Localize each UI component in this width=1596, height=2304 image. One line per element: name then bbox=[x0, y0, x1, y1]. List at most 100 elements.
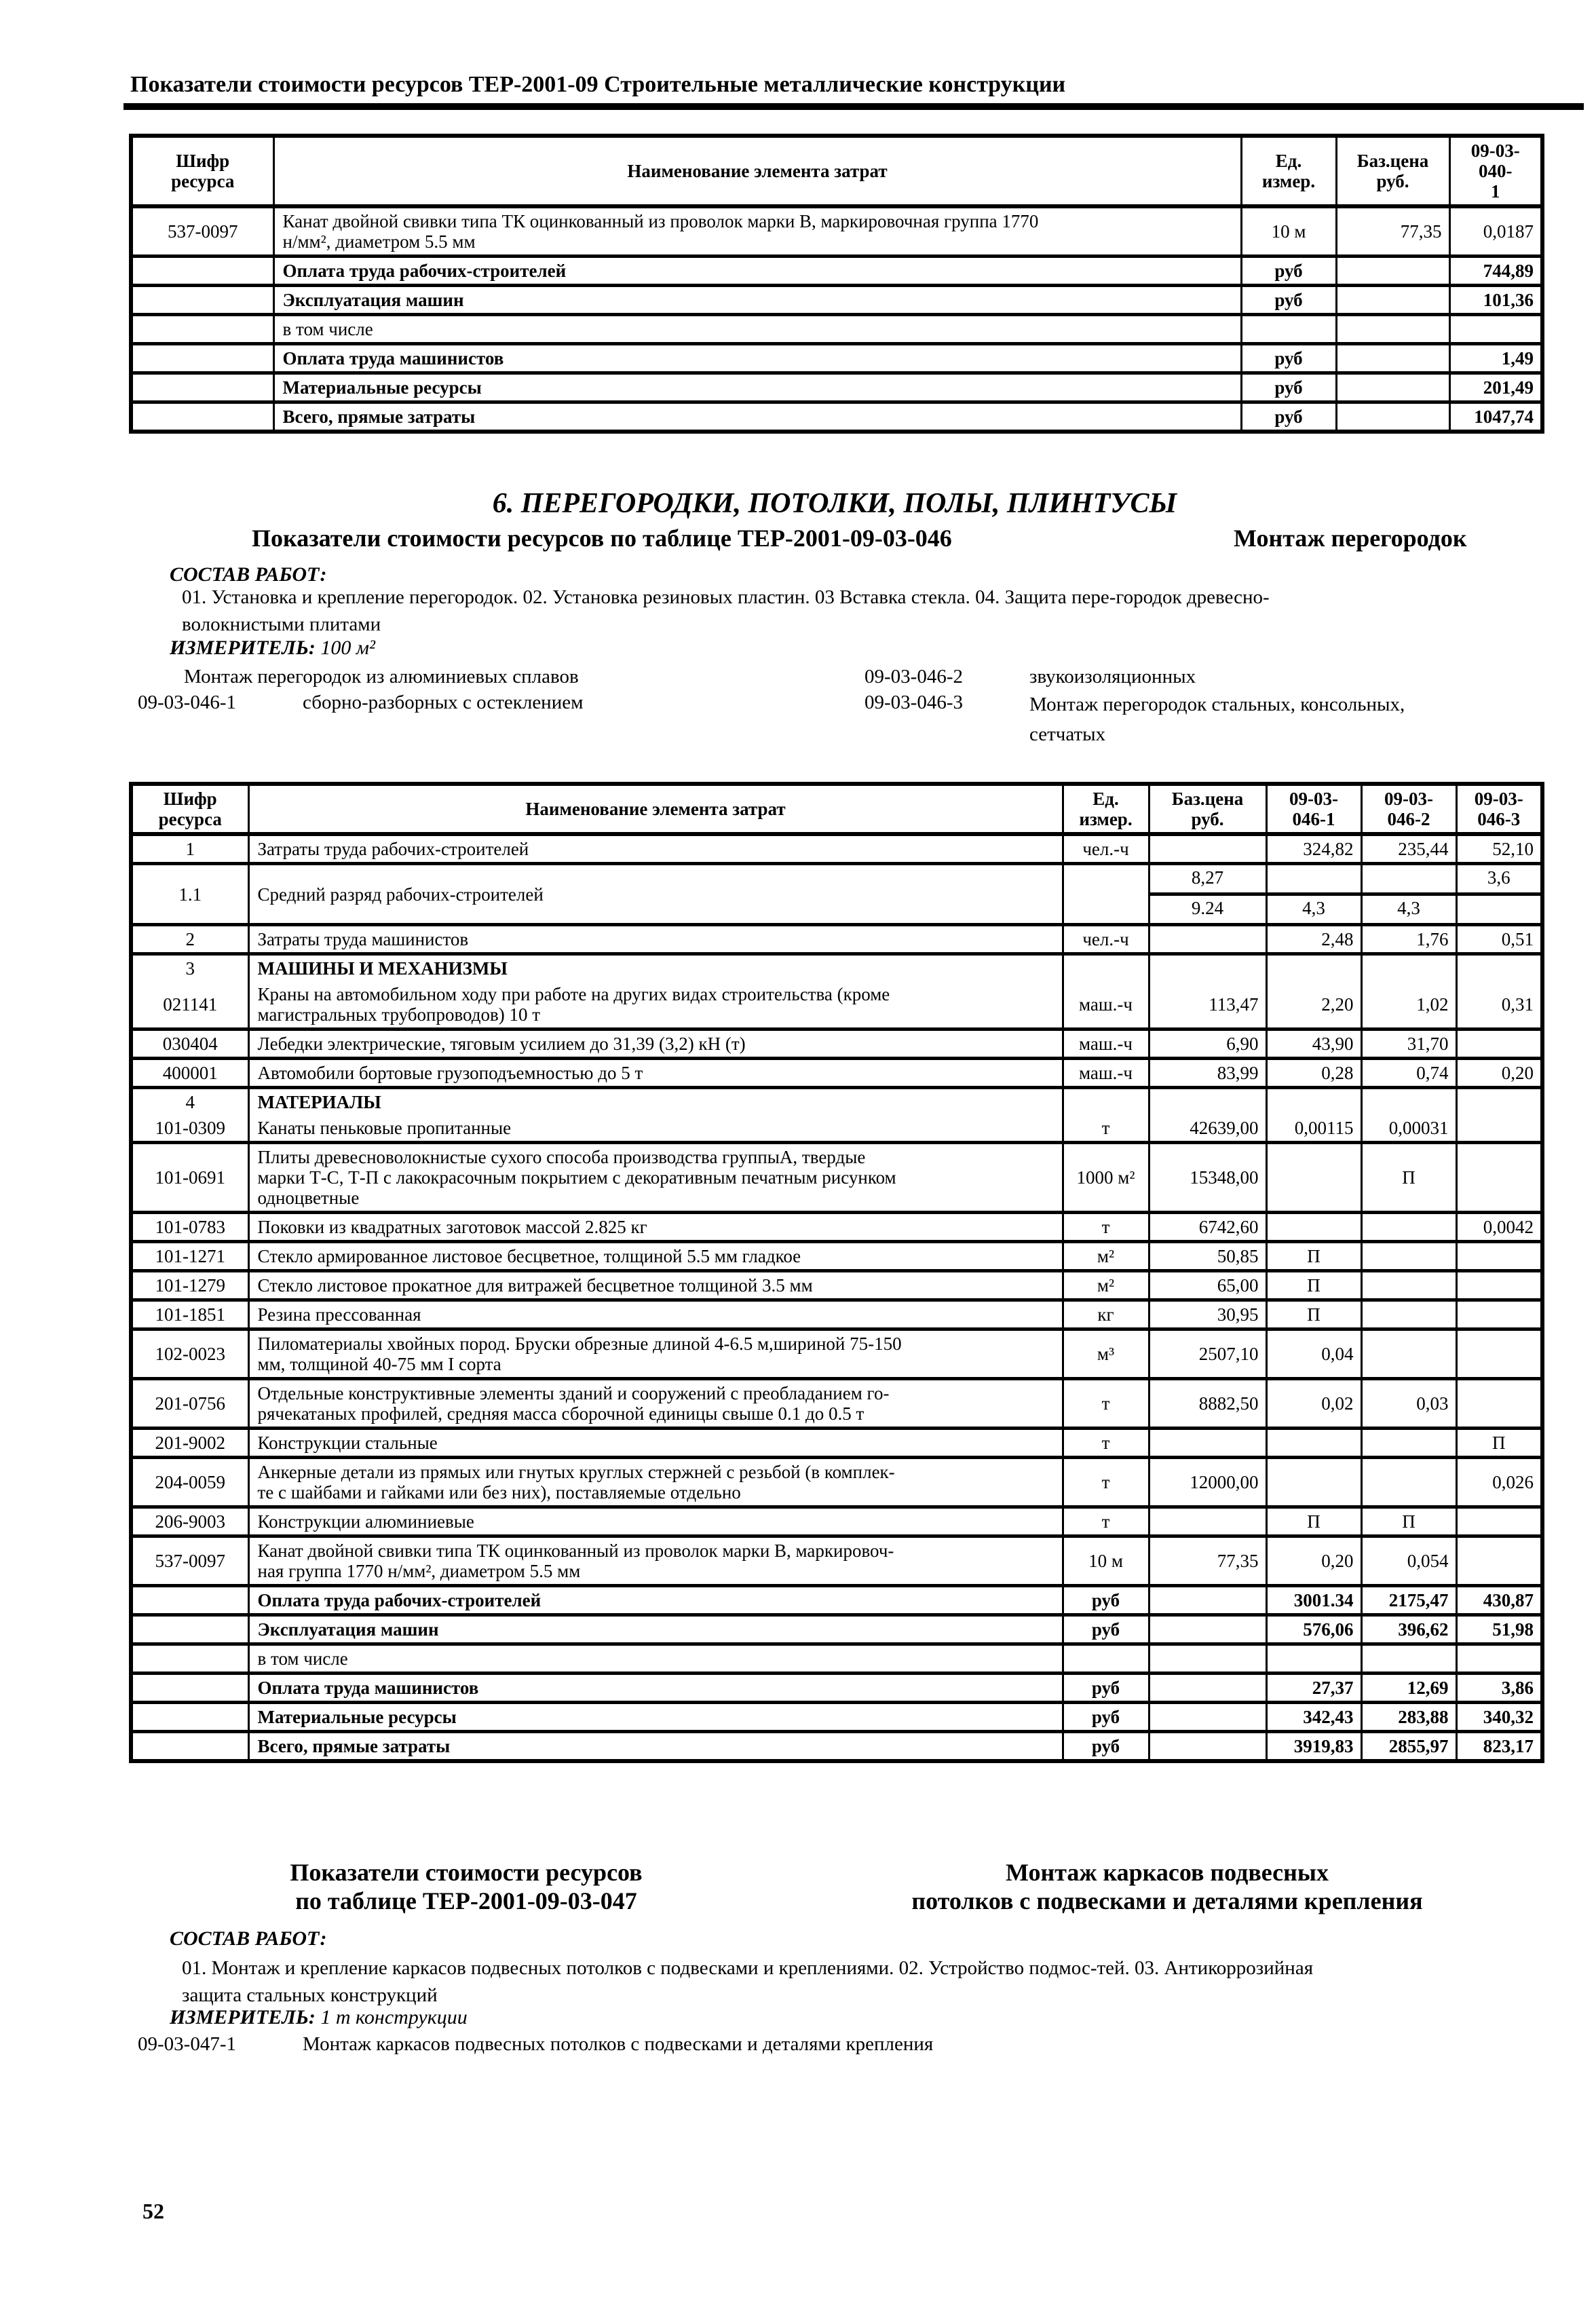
table-row: 101-1279 Стекло листовое прокатное для ви… bbox=[130, 1269, 1544, 1302]
table-row: Оплата труда рабочих-строителей руб 744,89 bbox=[130, 254, 1544, 287]
cell-resource-code: 400001 bbox=[130, 1057, 250, 1089]
cell-value bbox=[1455, 1269, 1544, 1302]
cell-value: П bbox=[1265, 1240, 1363, 1272]
cell-name: Материальные ресурсы bbox=[272, 371, 1242, 404]
cell-value: 0,03 bbox=[1360, 1377, 1458, 1430]
table-row: 4 МАТЕРИАЛЫ bbox=[130, 1086, 1544, 1115]
table-header-row: Шифр ресурса Наименование элемента затрат… bbox=[130, 782, 1544, 836]
table-047-name: Монтаж каркасов подвесных потолков с под… bbox=[911, 1859, 1423, 1914]
table-row: 101-1851 Резина прессованная кг 30,95 П bbox=[130, 1298, 1544, 1331]
cell-name: МАШИНЫ И МЕХАНИЗМЫ bbox=[247, 952, 1064, 981]
cell-value bbox=[1455, 952, 1544, 981]
cell-value: П bbox=[1360, 1141, 1458, 1214]
cell-value: 8882,50 bbox=[1147, 1377, 1268, 1430]
cell-unit: чел.-ч bbox=[1061, 832, 1150, 865]
izmeritel-value: 1 т конструкции bbox=[320, 2006, 468, 2028]
cell-split-value: 3,6 bbox=[1455, 862, 1544, 926]
cell-value: 324,82 bbox=[1265, 832, 1363, 865]
table-046-subtitle: Показатели стоимости ресурсов по таблице… bbox=[252, 525, 952, 552]
cell-name: Краны на автомобильном ходу при работе н… bbox=[247, 981, 1064, 1031]
cell-value bbox=[1147, 1086, 1268, 1115]
cell-name: Канаты пеньковые пропитанные bbox=[247, 1115, 1064, 1144]
table-row: 1.1 Средний разряд рабочих-строителей 8,27… bbox=[130, 862, 1544, 926]
cell-resource-code: 030404 bbox=[130, 1027, 250, 1060]
cell-name: Всего, прямые затраты bbox=[272, 400, 1242, 434]
table-row: 101-0691 Плиты древесноволокнистые сухого… bbox=[130, 1141, 1544, 1214]
table-row: Оплата труда машинистов руб 1,49 bbox=[130, 342, 1544, 375]
cell-value: 65,00 bbox=[1147, 1269, 1268, 1302]
cell-value: 6,90 bbox=[1147, 1027, 1268, 1060]
cell-value bbox=[1455, 1298, 1544, 1331]
cell-unit: т bbox=[1061, 1505, 1150, 1538]
cell-value bbox=[1335, 371, 1451, 404]
cell-resource-code bbox=[130, 342, 275, 375]
cell-resource-code bbox=[130, 1613, 250, 1646]
cell-value bbox=[1147, 1642, 1268, 1675]
cell-resource-code bbox=[130, 1584, 250, 1617]
cell-name: в том числе bbox=[272, 313, 1242, 345]
cell-value: 0,054 bbox=[1360, 1534, 1458, 1587]
cell-value: 823,17 bbox=[1455, 1730, 1544, 1763]
cell-value: 12,69 bbox=[1360, 1672, 1458, 1704]
cell-value bbox=[1455, 1377, 1544, 1430]
cell-unit bbox=[1240, 313, 1337, 345]
cell-value bbox=[1455, 1115, 1544, 1144]
cell-resource-code: 201-0756 bbox=[130, 1377, 250, 1430]
column-header: Баз.цена руб. bbox=[1335, 134, 1451, 208]
cell-name: Лебедки электрические, тяговым усилием д… bbox=[247, 1027, 1064, 1060]
table-row: 101-0309 Канаты пеньковые пропитанные т 426… bbox=[130, 1115, 1544, 1144]
cell-value: 0,28 bbox=[1265, 1057, 1363, 1089]
table-row: 537-0097 Канат двойной свивки типа ТК оци… bbox=[130, 1534, 1544, 1587]
cell-value: 42639,00 bbox=[1147, 1115, 1268, 1144]
cell-value bbox=[1265, 1456, 1363, 1509]
cell-unit: руб bbox=[1061, 1613, 1150, 1646]
table-row: 537-0097 Канат двойной свивки типа ТК оци… bbox=[130, 204, 1544, 258]
cell-value: 1,49 bbox=[1448, 342, 1544, 375]
cell-value: 3,86 bbox=[1455, 1672, 1544, 1704]
cell-resource-code: 101-0691 bbox=[130, 1141, 250, 1214]
sostav-rabot-label-046: СОСТАВ РАБОТ: bbox=[170, 563, 327, 586]
cell-unit: 10 м bbox=[1240, 204, 1337, 258]
cell-name: Конструкции алюминиевые bbox=[247, 1505, 1064, 1538]
cell-name: Стекло армированное листовое бесцветное,… bbox=[247, 1240, 1064, 1272]
cell-name: Оплата труда машинистов bbox=[272, 342, 1242, 375]
cell-unit: руб bbox=[1061, 1730, 1150, 1763]
izmeritel-value: 100 м² bbox=[320, 637, 376, 659]
cell-value: 1,02 bbox=[1360, 981, 1458, 1031]
cell-unit: 10 м bbox=[1061, 1534, 1150, 1587]
cell-value: 0,51 bbox=[1455, 923, 1544, 956]
cell-resource-code: 101-1279 bbox=[130, 1269, 250, 1302]
cell-name: Оплата труда машинистов bbox=[247, 1672, 1064, 1704]
cell-value: 430,87 bbox=[1455, 1584, 1544, 1617]
izmeritel-label: ИЗМЕРИТЕЛЬ: bbox=[170, 2006, 316, 2028]
cell-resource-code bbox=[130, 1730, 250, 1763]
cell-value: 51,98 bbox=[1455, 1613, 1544, 1646]
cell-value: 396,62 bbox=[1360, 1613, 1458, 1646]
cell-value: 0,20 bbox=[1455, 1057, 1544, 1089]
cell-value: 83,99 bbox=[1147, 1057, 1268, 1089]
cell-resource-code: 021141 bbox=[130, 981, 250, 1031]
table-row: 204-0059 Анкерные детали из прямых или гн… bbox=[130, 1456, 1544, 1509]
table-row: Эксплуатация машин руб 576,06 396,62 51,98 bbox=[130, 1613, 1544, 1646]
variant-code: 09-03-046-1 bbox=[138, 692, 236, 713]
cell-value: 235,44 bbox=[1360, 832, 1458, 865]
cell-resource-code: 537-0097 bbox=[130, 204, 275, 258]
table-row: 201-0756 Отдельные конструктивные элемент… bbox=[130, 1377, 1544, 1430]
cell-value: 1,76 bbox=[1360, 923, 1458, 956]
cell-name: Затраты труда рабочих-строителей bbox=[247, 832, 1064, 865]
variant-row: 09-03-046-2 звукоизоляционных bbox=[864, 664, 1196, 690]
variant-label: Монтаж каркасов подвесных потолков с под… bbox=[303, 2033, 934, 2055]
table-row: 101-1271 Стекло армированное листовое бес… bbox=[130, 1240, 1544, 1272]
cell-unit: руб bbox=[1061, 1584, 1150, 1617]
chapter-title: 6. ПЕРЕГОРОДКИ, ПОТОЛКИ, ПОЛЫ, ПЛИНТУСЫ bbox=[492, 488, 1177, 519]
column-header: 09-03-040- 1 bbox=[1448, 134, 1544, 208]
table-row: 2 Затраты труда машинистов чел.-ч 2,48 1,76 0… bbox=[130, 923, 1544, 956]
cell-name: Резина прессованная bbox=[247, 1298, 1064, 1331]
cell-value bbox=[1455, 1240, 1544, 1272]
cell-value: П bbox=[1265, 1505, 1363, 1538]
sostav-rabot-label-047: СОСТАВ РАБОТ: bbox=[170, 1927, 327, 1950]
cell-value: 2855,97 bbox=[1360, 1730, 1458, 1763]
cell-value: 0,04 bbox=[1265, 1327, 1363, 1380]
cell-value bbox=[1147, 923, 1268, 956]
variant-code: 09-03-046-2 bbox=[864, 666, 963, 687]
